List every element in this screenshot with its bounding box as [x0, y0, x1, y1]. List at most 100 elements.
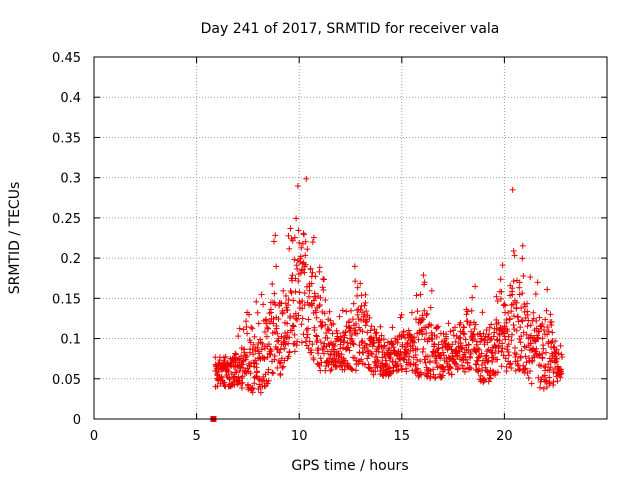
- data-point: [539, 335, 546, 342]
- data-point: [363, 342, 370, 349]
- data-point: [437, 355, 444, 362]
- data-point: [450, 327, 457, 334]
- data-point: [375, 358, 382, 365]
- data-point: [485, 357, 492, 364]
- data-point: [270, 370, 277, 377]
- data-point: [559, 354, 566, 361]
- data-point: [420, 345, 427, 352]
- data-point: [368, 323, 375, 330]
- data-point: [528, 380, 535, 387]
- data-point: [302, 261, 309, 268]
- data-point: [554, 378, 561, 385]
- data-point: [228, 363, 235, 370]
- data-point: [554, 363, 561, 370]
- data-point: [282, 341, 289, 348]
- data-point: [277, 346, 284, 353]
- data-point: [523, 331, 530, 338]
- data-point: [423, 330, 430, 337]
- data-point: [524, 323, 531, 330]
- data-point: [254, 309, 261, 316]
- data-point: [241, 349, 248, 356]
- data-point: [258, 346, 265, 353]
- x-axis-label: GPS time / hours: [291, 458, 408, 474]
- y-tick-label: 0.1: [60, 333, 81, 348]
- data-point: [535, 328, 542, 335]
- data-point: [308, 349, 315, 356]
- data-point: [461, 324, 468, 331]
- data-point: [320, 286, 327, 293]
- data-point: [276, 360, 283, 367]
- data-point: [553, 373, 560, 380]
- data-point: [281, 345, 288, 352]
- data-point: [291, 331, 298, 338]
- data-point: [240, 326, 247, 333]
- data-point: [365, 364, 372, 371]
- data-point: [338, 336, 345, 343]
- y-tick-label: 0.4: [60, 91, 81, 106]
- data-point: [358, 339, 365, 346]
- data-point: [423, 312, 430, 319]
- data-point: [505, 341, 512, 348]
- data-point: [312, 273, 319, 280]
- data-point: [475, 368, 482, 375]
- data-point: [352, 278, 359, 285]
- data-point: [532, 291, 539, 298]
- data-point: [473, 338, 480, 345]
- data-point: [271, 290, 278, 297]
- data-point: [517, 354, 524, 361]
- data-point: [418, 371, 425, 378]
- data-point: [550, 369, 557, 376]
- data-point: [279, 364, 286, 371]
- data-point: [277, 370, 284, 377]
- data-point: [366, 314, 373, 321]
- data-point: [348, 366, 355, 373]
- data-point: [516, 279, 523, 286]
- data-point: [268, 347, 275, 354]
- data-point: [398, 333, 405, 340]
- data-point: [459, 362, 466, 369]
- data-point: [251, 380, 258, 387]
- data-point: [488, 321, 495, 328]
- data-point: [238, 380, 245, 387]
- data-point: [557, 342, 564, 349]
- data-point: [505, 333, 512, 340]
- data-point: [271, 238, 278, 245]
- data-point: [485, 346, 492, 353]
- y-tick-label: 0.05: [52, 373, 81, 388]
- data-point: [488, 349, 495, 356]
- data-point: [316, 363, 323, 370]
- data-point: [336, 313, 343, 320]
- axis-ticks: [93, 56, 607, 420]
- data-point: [235, 333, 242, 340]
- data-point: [257, 336, 264, 343]
- data-point: [232, 350, 239, 357]
- data-point: [272, 232, 279, 239]
- data-point: [516, 284, 523, 291]
- data-point: [519, 255, 526, 262]
- data-point: [531, 354, 538, 361]
- data-point: [527, 274, 534, 281]
- tick-labels: 0 5 10 15 20 0 0.05 0.1 0.15 0.2 0.25 0.3 0.35 0.4 0.4…: [52, 51, 513, 444]
- data-point: [372, 330, 379, 337]
- data-point: [360, 349, 367, 356]
- data-point: [505, 309, 512, 316]
- data-point: [492, 350, 499, 357]
- data-point: [285, 232, 292, 239]
- data-point: [415, 336, 422, 343]
- data-point: [420, 272, 427, 279]
- x-tick-label: 10: [291, 429, 308, 444]
- data-point: [285, 340, 292, 347]
- data-point: [221, 379, 228, 386]
- data-point: [253, 360, 260, 367]
- data-point: [545, 338, 552, 345]
- data-point: [403, 368, 410, 375]
- data-point: [380, 372, 387, 379]
- data-point: [533, 325, 540, 332]
- data-point: [263, 320, 270, 327]
- data-point: [273, 322, 280, 329]
- data-point: [518, 317, 525, 324]
- data-point: [247, 339, 254, 346]
- data-point: [401, 354, 408, 361]
- data-point: [548, 318, 555, 325]
- data-point: [412, 361, 419, 368]
